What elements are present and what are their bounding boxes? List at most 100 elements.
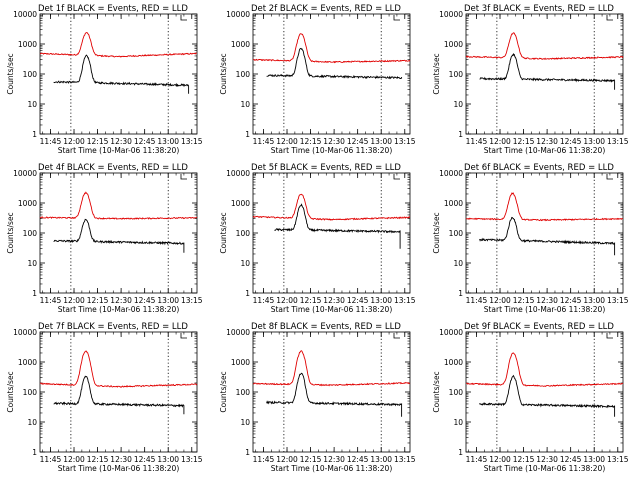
detector-panel-5: Det 5f BLACK = Events, RED = LLD 1 10 100 10… — [219, 163, 416, 314]
x-axis-label: Start Time (10-Mar-06 11:38:20) — [271, 305, 393, 314]
x-tick-label: 12:30 — [323, 455, 345, 464]
x-tick-label: 12:15 — [513, 137, 535, 146]
y-tick-label: 1000 — [444, 199, 463, 208]
x-tick-label: 11:45 — [253, 296, 275, 305]
y-tick-label: 100 — [449, 388, 464, 397]
corner-glyph — [393, 15, 400, 21]
panel-title: Det 6f BLACK = Events, RED = LLD — [464, 163, 614, 173]
detector-panel-8: Det 8f BLACK = Events, RED = LLD 1 10 100 10… — [219, 322, 416, 473]
events-series-line — [274, 203, 401, 249]
x-tick-label: 12:15 — [300, 137, 322, 146]
y-tick-label: 1000 — [231, 199, 250, 208]
panel-title: Det 7f BLACK = Events, RED = LLD — [38, 322, 188, 332]
y-tick-label: 1 — [458, 130, 463, 139]
y-axis-label: Counts/sec — [6, 212, 15, 253]
lld-series-line — [39, 32, 198, 58]
x-tick-label: 12:30 — [110, 455, 132, 464]
y-tick-label: 10 — [240, 418, 250, 427]
x-axis-label: Start Time (10-Mar-06 11:38:20) — [484, 146, 606, 155]
corner-glyph — [606, 333, 613, 339]
events-series-line — [479, 374, 616, 417]
lld-series-line — [39, 350, 198, 388]
y-tick-label: 100 — [236, 229, 251, 238]
x-tick-label: 13:00 — [583, 296, 605, 305]
y-axis-label: Counts/sec — [432, 53, 441, 94]
events-series-line — [479, 52, 616, 90]
x-tick-label: 13:15 — [181, 455, 203, 464]
y-axis-label: Counts/sec — [6, 371, 15, 412]
x-axis-label: Start Time (10-Mar-06 11:38:20) — [484, 464, 606, 473]
y-tick-label: 100 — [236, 70, 251, 79]
x-tick-label: 12:15 — [300, 296, 322, 305]
panel-title: Det 8f BLACK = Events, RED = LLD — [251, 322, 401, 332]
y-axis-label: Counts/sec — [219, 53, 228, 94]
x-tick-label: 11:45 — [253, 455, 275, 464]
lld-series-line — [465, 32, 624, 60]
y-tick-label: 100 — [23, 388, 38, 397]
y-tick-label: 10 — [27, 100, 37, 109]
y-tick-label: 1 — [458, 448, 463, 457]
x-tick-label: 13:15 — [181, 296, 203, 305]
x-tick-label: 12:30 — [323, 137, 345, 146]
lld-series-line — [252, 33, 411, 64]
plot-frame — [465, 172, 624, 294]
x-tick-label: 13:00 — [157, 137, 179, 146]
x-tick-label: 13:15 — [394, 296, 416, 305]
x-tick-label: 12:30 — [536, 455, 558, 464]
y-axis-label: Counts/sec — [432, 212, 441, 253]
x-tick-label: 12:30 — [323, 296, 345, 305]
x-tick-label: 12:00 — [63, 455, 85, 464]
x-tick-label: 11:45 — [40, 137, 62, 146]
events-series-line — [53, 218, 185, 253]
x-tick-label: 12:15 — [87, 137, 109, 146]
panel-title: Det 4f BLACK = Events, RED = LLD — [38, 163, 188, 173]
x-tick-label: 12:30 — [536, 296, 558, 305]
x-tick-label: 12:00 — [276, 296, 298, 305]
y-tick-label: 1000 — [231, 40, 250, 49]
events-series-line — [266, 47, 403, 80]
y-tick-label: 10000 — [13, 10, 37, 19]
lld-series-line — [39, 191, 198, 220]
detector-panel-1: Det 1f BLACK = Events, RED = LLD 1 10 100 10… — [6, 4, 203, 155]
x-tick-label: 12:15 — [300, 455, 322, 464]
events-series-line — [53, 375, 185, 415]
x-tick-label: 12:45 — [347, 137, 369, 146]
plot-frame — [465, 331, 624, 453]
corner-glyph — [606, 174, 613, 180]
x-axis-label: Start Time (10-Mar-06 11:38:20) — [484, 305, 606, 314]
x-axis-label: Start Time (10-Mar-06 11:38:20) — [271, 146, 393, 155]
plot-frame — [39, 172, 198, 294]
x-tick-label: 12:45 — [134, 296, 156, 305]
y-tick-label: 100 — [449, 70, 464, 79]
y-tick-label: 10 — [453, 259, 463, 268]
x-tick-label: 12:45 — [560, 296, 582, 305]
x-tick-label: 11:45 — [466, 296, 488, 305]
y-tick-label: 10000 — [13, 328, 37, 337]
events-series-line — [479, 216, 616, 256]
x-tick-label: 12:15 — [513, 455, 535, 464]
y-tick-label: 1 — [245, 130, 250, 139]
plot-frame — [252, 331, 411, 453]
x-tick-label: 13:00 — [583, 455, 605, 464]
panel-title: Det 5f BLACK = Events, RED = LLD — [251, 163, 401, 173]
y-tick-label: 10 — [240, 100, 250, 109]
x-tick-label: 12:15 — [513, 296, 535, 305]
corner-glyph — [606, 15, 613, 21]
y-tick-label: 1000 — [444, 40, 463, 49]
panel-title: Det 9f BLACK = Events, RED = LLD — [464, 322, 614, 332]
x-tick-label: 11:45 — [253, 137, 275, 146]
events-series-line — [53, 54, 190, 94]
y-tick-label: 1 — [245, 289, 250, 298]
x-tick-label: 12:45 — [560, 137, 582, 146]
y-tick-label: 10000 — [439, 10, 463, 19]
y-tick-label: 10000 — [226, 10, 250, 19]
x-tick-label: 13:00 — [370, 296, 392, 305]
y-tick-label: 100 — [23, 229, 38, 238]
x-tick-label: 13:15 — [607, 296, 629, 305]
x-tick-label: 12:45 — [347, 296, 369, 305]
lld-series-line — [252, 193, 411, 221]
y-tick-label: 1000 — [18, 199, 37, 208]
events-series-line — [266, 372, 403, 417]
x-axis-label: Start Time (10-Mar-06 11:38:20) — [58, 305, 180, 314]
